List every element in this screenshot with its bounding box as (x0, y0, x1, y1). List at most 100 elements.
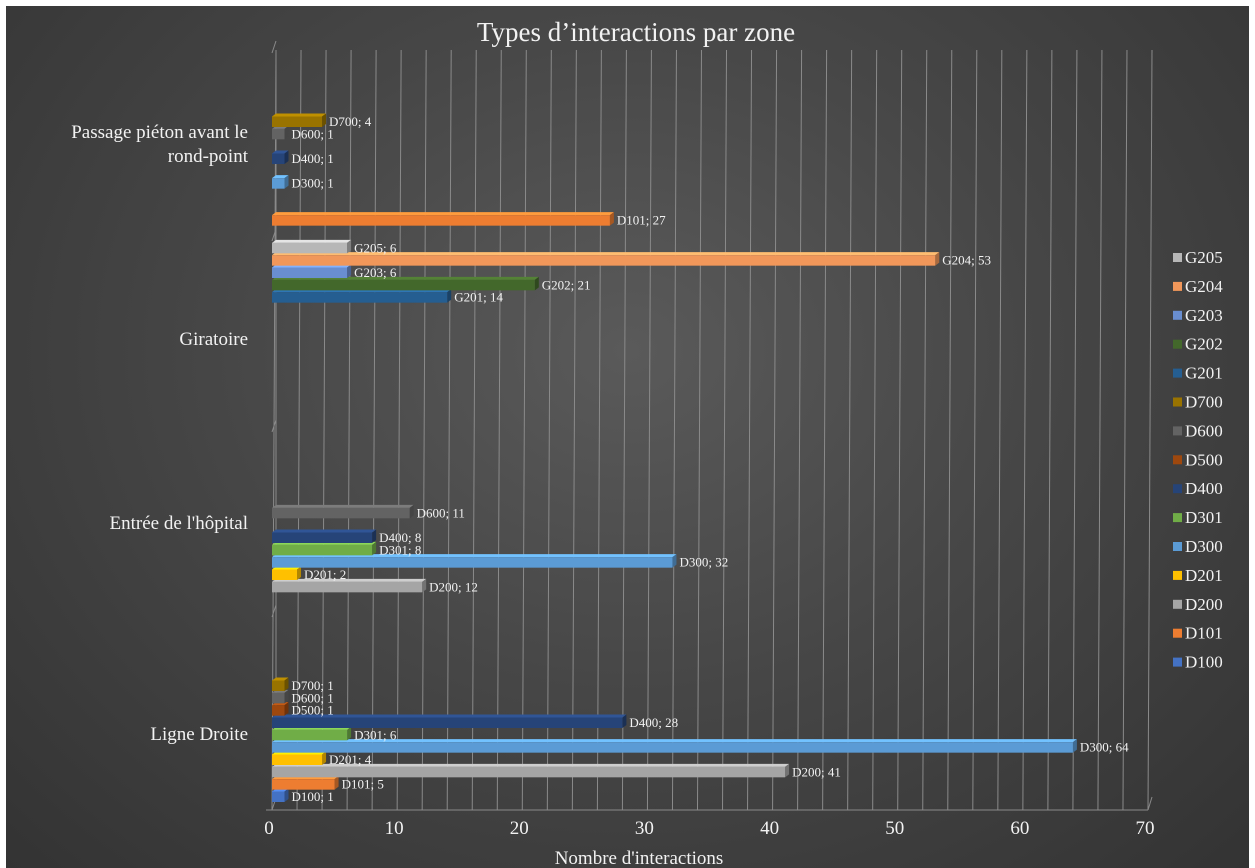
legend-item-D300: D300 (1173, 537, 1223, 556)
legend-swatch (1173, 599, 1182, 609)
legend-item-G204: G204 (1173, 277, 1223, 296)
gridline-x (1097, 49, 1103, 811)
gridline-x (646, 49, 652, 811)
data-label: D400; 1 (292, 151, 334, 166)
legend-swatch (1173, 484, 1182, 494)
legend-label: D700 (1185, 393, 1223, 412)
bar-G203 (272, 264, 352, 278)
bar-chart: 0 10 20 30 40 50 60 70 Ligne Droite Entrée de l'h… (71, 17, 1223, 868)
bar-end (284, 175, 289, 189)
bar-face (272, 292, 448, 303)
bar-face (272, 680, 285, 691)
legend-label: D101 (1185, 624, 1223, 643)
gridline-x (822, 49, 828, 811)
data-label: D100; 1 (292, 789, 334, 804)
gridline-x (421, 49, 427, 811)
bar-D400 (272, 150, 289, 164)
bar-D600 (272, 689, 289, 704)
bar-end (284, 788, 289, 802)
data-label: D300; 32 (679, 555, 728, 570)
bar-face (272, 532, 373, 543)
legend-swatch (1173, 339, 1182, 349)
bar-layer (272, 113, 1077, 802)
legend-label: G201 (1185, 364, 1223, 383)
bar-G201 (272, 289, 452, 303)
bar-face (272, 128, 285, 140)
gridline-x (1122, 49, 1128, 811)
bar-top (272, 504, 414, 508)
bar-D300 (272, 175, 289, 189)
data-label: D600; 1 (292, 690, 334, 705)
legend-swatch (1173, 310, 1182, 320)
bar-top (272, 150, 289, 154)
gridline-x (1147, 49, 1153, 811)
bar-end (284, 150, 289, 164)
bar-end (334, 776, 339, 790)
bar-end (447, 289, 452, 303)
legend-label: D500 (1185, 450, 1223, 469)
data-label: D201; 4 (329, 752, 372, 767)
legend-item-D700: D700 (1173, 393, 1223, 412)
gridline-x (922, 49, 928, 811)
category-label: Entrée de l'hôpital (110, 513, 248, 534)
gridline-x (496, 49, 502, 811)
x-axis-depth (1147, 796, 1153, 811)
legend-item-D500: D500 (1173, 450, 1223, 469)
bar-top (272, 175, 289, 179)
category-separator (271, 419, 277, 433)
bar-end (372, 529, 377, 543)
legend-label: G203 (1185, 306, 1223, 325)
category-label: rond-point (168, 146, 249, 167)
bar-D100 (272, 788, 289, 802)
bar-face (272, 581, 423, 593)
gridline-x (947, 49, 953, 811)
gridline-x (696, 49, 702, 811)
data-label: D300; 1 (292, 176, 334, 191)
bar-face (272, 779, 335, 790)
bar-end (622, 714, 627, 728)
gridline-x (396, 49, 402, 811)
bar-D101 (272, 212, 614, 226)
bar-face (272, 742, 1073, 753)
bar-D200 (272, 763, 790, 778)
gridline-x (722, 49, 728, 811)
x-tick-label: 40 (760, 818, 779, 839)
category-label: Passage piéton avant le (71, 122, 248, 143)
bar-top (272, 212, 614, 216)
category-separator (271, 228, 277, 242)
data-label: G201; 14 (454, 290, 503, 305)
bar-D300 (272, 554, 677, 568)
gridline-x (797, 49, 803, 811)
bar-face (272, 791, 285, 802)
gridline-x (897, 49, 903, 811)
bar-D600 (272, 125, 289, 140)
legend-item-G205: G205 (1173, 248, 1223, 267)
legend-swatch (1173, 455, 1182, 465)
bar-end (672, 554, 677, 568)
legend-swatch (1173, 253, 1182, 262)
bar-end (372, 541, 377, 556)
legend-label: D200 (1185, 595, 1223, 614)
legend-label: D301 (1185, 508, 1223, 527)
bar-top (272, 763, 790, 767)
x-tick-label: 20 (510, 818, 529, 839)
bar-G205 (272, 239, 352, 254)
bar-face (272, 754, 323, 765)
legend-item-G203: G203 (1173, 306, 1223, 325)
category-label: Giratoire (179, 329, 248, 350)
data-label: D200; 12 (429, 579, 478, 594)
bar-D301 (272, 541, 377, 556)
bar-end (347, 239, 352, 254)
legend-item-D600: D600 (1173, 421, 1223, 440)
legend-swatch (1173, 542, 1182, 551)
bar-D600 (272, 504, 414, 519)
bar-D500 (272, 702, 289, 716)
bar-D400 (272, 529, 377, 543)
legend-item-G201: G201 (1173, 364, 1223, 383)
data-label: G202; 21 (542, 277, 591, 292)
bar-end (322, 113, 327, 127)
gridline-x (521, 49, 527, 811)
gridline-x (296, 49, 302, 811)
legend-swatch (1173, 628, 1182, 638)
data-label: D300; 64 (1080, 740, 1129, 755)
